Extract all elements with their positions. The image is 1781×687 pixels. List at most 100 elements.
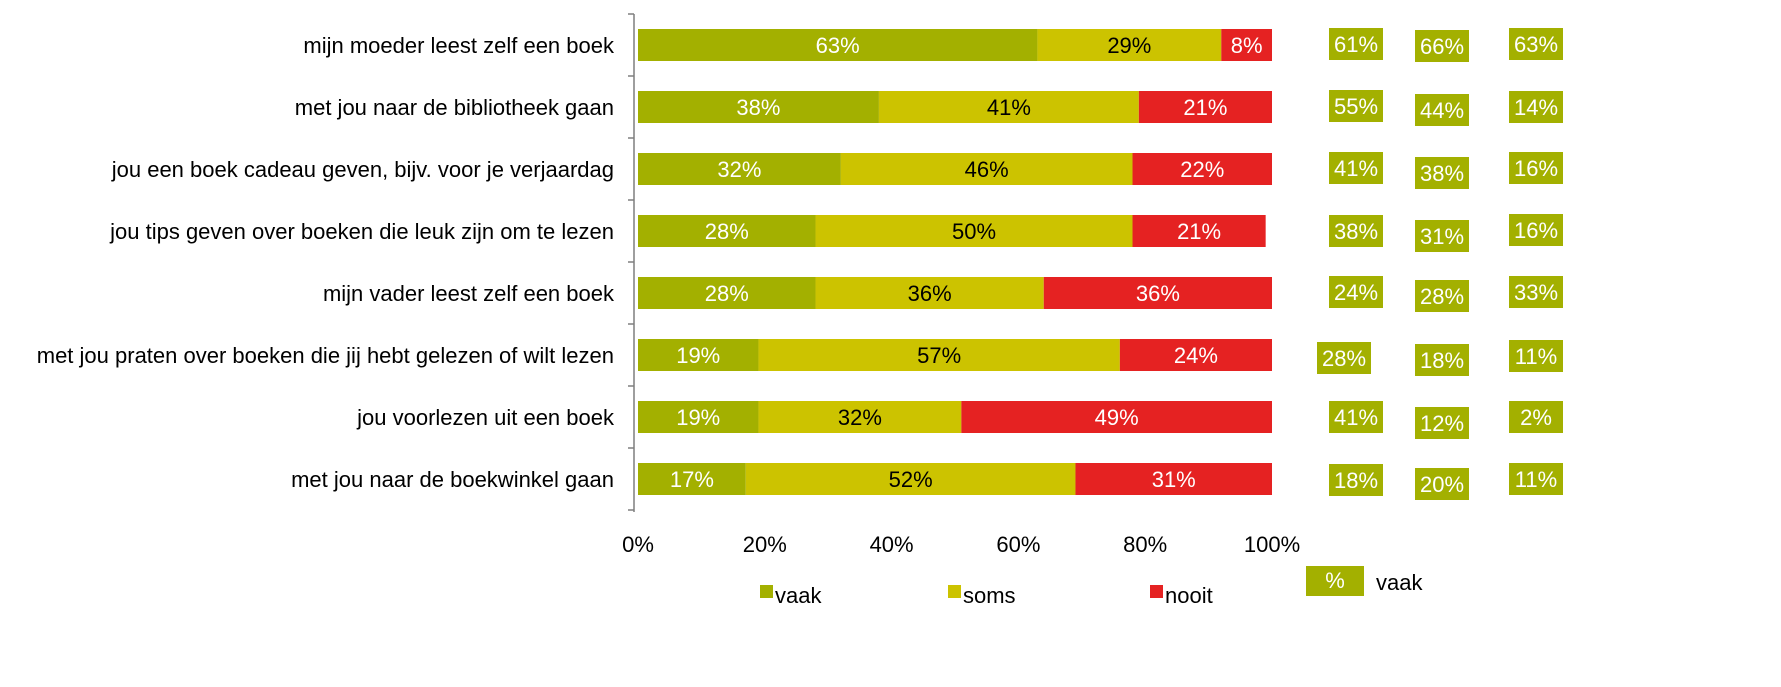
legend-swatch-soms (948, 585, 961, 598)
bar-data-label: 46% (965, 157, 1009, 182)
legend-label: vaak (775, 583, 822, 608)
bar-segment-vaak (638, 91, 879, 123)
bar-segment-soms (745, 463, 1076, 495)
side-value-box (1509, 276, 1563, 308)
bar-segment-vaak (638, 401, 759, 433)
side-value-box (1329, 152, 1383, 184)
side-value-box (1415, 280, 1469, 312)
bar-segment-soms (815, 215, 1133, 247)
side-value-label: 38% (1334, 219, 1378, 244)
bar-data-label: 36% (1136, 281, 1180, 306)
legend-label: soms (963, 583, 1016, 608)
side-value-box (1509, 401, 1563, 433)
side-value-label: 66% (1420, 34, 1464, 59)
bar-data-label: 28% (705, 281, 749, 306)
side-value-label: 16% (1514, 218, 1558, 243)
bar-segment-soms (840, 153, 1133, 185)
side-value-label: 33% (1514, 280, 1558, 305)
side-value-label: 41% (1334, 405, 1378, 430)
side-value-label: 44% (1420, 98, 1464, 123)
side-value-label: 11% (1515, 467, 1557, 492)
bar-segment-nooit (1221, 29, 1272, 61)
bar-data-label: 32% (838, 405, 882, 430)
side-value-box (1415, 30, 1469, 62)
bar-data-label: 36% (908, 281, 952, 306)
side-value-label: 55% (1334, 94, 1378, 119)
side-value-label: 18% (1420, 348, 1464, 373)
bar-segment-nooit (1132, 153, 1272, 185)
bar-data-label: 19% (676, 405, 720, 430)
x-tick-label: 60% (996, 532, 1040, 557)
bar-segment-nooit (1119, 339, 1272, 371)
bar-data-label: 24% (1174, 343, 1218, 368)
side-value-box (1415, 344, 1469, 376)
side-value-box (1509, 340, 1563, 372)
bar-segment-soms (758, 339, 1120, 371)
bar-data-label: 31% (1152, 467, 1196, 492)
bar-segment-vaak (638, 339, 759, 371)
side-value-label: 11% (1515, 344, 1557, 369)
category-label: mijn vader leest zelf een boek (323, 281, 615, 306)
bar-segment-vaak (638, 277, 816, 309)
x-tick-label: 100% (1244, 532, 1300, 557)
bar-segment-nooit (1132, 215, 1266, 247)
bar-data-label: 57% (917, 343, 961, 368)
side-value-box (1415, 157, 1469, 189)
bar-segment-nooit (1043, 277, 1272, 309)
bar-segment-nooit (1138, 91, 1272, 123)
bar-data-label: 22% (1180, 157, 1224, 182)
legend-label: nooit (1165, 583, 1213, 608)
side-value-box (1415, 94, 1469, 126)
side-value-label: 18% (1334, 468, 1378, 493)
x-tick-label: 0% (622, 532, 654, 557)
bar-data-label: 21% (1183, 95, 1227, 120)
bar-data-label: 38% (736, 95, 780, 120)
bar-data-label: 52% (889, 467, 933, 492)
bar-data-label: 17% (670, 467, 714, 492)
category-label: met jou praten over boeken die jij hebt … (37, 343, 614, 368)
side-value-box (1329, 90, 1383, 122)
side-value-label: 28% (1322, 346, 1366, 371)
bar-data-label: 50% (952, 219, 996, 244)
side-legend-box-label: % (1325, 568, 1345, 593)
side-value-label: 12% (1420, 411, 1464, 436)
side-value-box (1329, 276, 1383, 308)
category-label: jou tips geven over boeken die leuk zijn… (109, 219, 614, 244)
category-label: mijn moeder leest zelf een boek (303, 33, 615, 58)
bar-data-label: 41% (987, 95, 1031, 120)
bar-segment-soms (815, 277, 1044, 309)
legend-swatch-vaak (760, 585, 773, 598)
side-legend-box (1306, 566, 1364, 596)
side-legend-label: vaak (1376, 570, 1423, 595)
side-value-label: 41% (1334, 156, 1378, 181)
side-value-box (1329, 215, 1383, 247)
side-value-box (1509, 214, 1563, 246)
category-label: met jou naar de bibliotheek gaan (295, 95, 614, 120)
legend-swatch-nooit (1150, 585, 1163, 598)
side-value-box (1509, 152, 1563, 184)
side-value-label: 14% (1514, 95, 1558, 120)
side-value-label: 38% (1420, 161, 1464, 186)
side-value-label: 20% (1420, 472, 1464, 497)
side-value-label: 28% (1420, 284, 1464, 309)
side-value-box (1329, 401, 1383, 433)
bar-data-label: 29% (1107, 33, 1151, 58)
x-tick-label: 20% (743, 532, 787, 557)
category-label: jou een boek cadeau geven, bijv. voor je… (111, 157, 614, 182)
side-value-box (1509, 463, 1563, 495)
bar-data-label: 21% (1177, 219, 1221, 244)
bar-segment-vaak (638, 29, 1038, 61)
side-value-label: 61% (1334, 32, 1378, 57)
bar-data-label: 19% (676, 343, 720, 368)
bar-segment-nooit (1075, 463, 1272, 495)
bar-data-label: 8% (1231, 33, 1263, 58)
side-value-box (1509, 91, 1563, 123)
category-label: jou voorlezen uit een boek (356, 405, 615, 430)
bar-data-label: 63% (816, 33, 860, 58)
side-value-label: 2% (1520, 405, 1552, 430)
side-value-label: 24% (1334, 280, 1378, 305)
bar-data-label: 28% (705, 219, 749, 244)
bar-segment-soms (878, 91, 1139, 123)
side-value-box (1509, 28, 1563, 60)
